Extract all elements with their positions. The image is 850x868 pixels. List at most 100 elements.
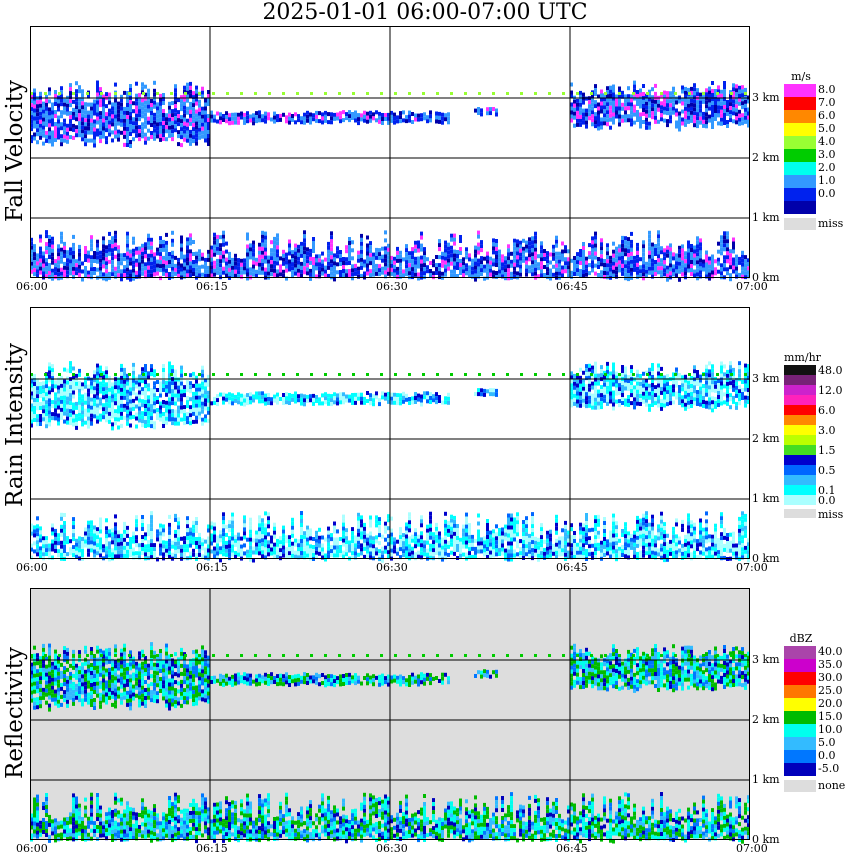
heatmap-cell — [507, 268, 510, 273]
heatmap-cell — [612, 84, 615, 89]
heatmap-cell — [183, 89, 186, 94]
heatmap-cell — [327, 397, 330, 402]
level-marker — [212, 92, 215, 95]
heatmap-cell — [693, 381, 696, 386]
heatmap-cell — [255, 391, 258, 396]
heatmap-cell — [216, 402, 219, 407]
heatmap-cell — [651, 399, 654, 403]
heatmap-cell — [693, 83, 696, 88]
heatmap-cell — [690, 244, 693, 248]
heatmap-cell — [234, 265, 237, 270]
heatmap-cell — [75, 89, 78, 94]
heatmap-cell — [42, 101, 45, 106]
heatmap-cell — [675, 269, 678, 274]
heatmap-cell — [192, 252, 195, 256]
heatmap-cell — [612, 261, 615, 266]
heatmap-cell — [57, 541, 60, 546]
heatmap-cell — [60, 142, 63, 147]
heatmap-cell — [33, 252, 36, 257]
heatmap-cell — [267, 397, 270, 401]
heatmap-cell — [723, 376, 726, 381]
heatmap-cell — [267, 271, 270, 276]
heatmap-cell — [591, 244, 594, 249]
heatmap-cell — [723, 97, 726, 101]
heatmap-cell — [144, 408, 147, 412]
heatmap-cell — [69, 251, 72, 256]
heatmap-cell — [663, 268, 666, 273]
heatmap-cell — [330, 251, 333, 256]
heatmap-cell — [561, 253, 564, 258]
heatmap-cell — [180, 235, 183, 240]
heatmap-cell — [525, 268, 528, 273]
heatmap-cell — [246, 272, 249, 277]
heatmap-cell — [372, 268, 375, 273]
heatmap-cell — [657, 270, 660, 275]
heatmap-cell — [699, 266, 702, 271]
heatmap-cell — [123, 537, 126, 542]
heatmap-cell — [612, 273, 615, 278]
heatmap-cell — [375, 391, 378, 396]
heatmap-cell — [195, 121, 198, 126]
heatmap-cell — [666, 398, 669, 403]
heatmap-cell — [117, 530, 120, 535]
x-tick-label: 07:00 — [736, 280, 768, 293]
heatmap-cell — [126, 107, 129, 111]
heatmap-cell — [177, 261, 180, 266]
heatmap-cell — [123, 126, 126, 131]
heatmap-cell — [585, 388, 588, 393]
heatmap-cell — [132, 366, 135, 371]
heatmap-cell — [588, 112, 591, 117]
heatmap-cell — [732, 261, 735, 266]
heatmap-cell — [330, 263, 333, 268]
heatmap-cell — [225, 115, 228, 120]
heatmap-cell — [126, 267, 129, 272]
heatmap-cell — [138, 398, 141, 403]
heatmap-cell — [645, 378, 648, 383]
heatmap-cell — [690, 400, 693, 404]
heatmap-cell — [618, 106, 621, 111]
heatmap-cell — [699, 258, 702, 263]
heatmap-svg — [30, 307, 750, 563]
heatmap-cell — [738, 260, 741, 265]
heatmap-cell — [63, 253, 66, 258]
heatmap-cell — [33, 541, 36, 546]
heatmap-cell — [669, 99, 672, 104]
heatmap-cell — [87, 412, 90, 417]
heatmap-cell — [405, 264, 408, 269]
heatmap-cell — [39, 406, 42, 410]
heatmap-cell — [111, 106, 114, 111]
heatmap-cell — [594, 393, 597, 398]
heatmap-cell — [60, 391, 63, 396]
heatmap-cell — [270, 264, 273, 269]
heatmap-cell — [219, 116, 222, 121]
heatmap-cell — [708, 401, 711, 406]
heatmap-cell — [549, 276, 552, 281]
heatmap-cell — [45, 376, 48, 381]
heatmap-cell — [153, 124, 156, 129]
heatmap-cell — [336, 401, 339, 406]
heatmap-cell — [576, 264, 579, 269]
heatmap-cell — [78, 540, 81, 545]
heatmap-cell — [579, 273, 582, 277]
heatmap-cell — [660, 101, 663, 106]
heatmap-cell — [60, 138, 63, 143]
heatmap-cell — [462, 269, 465, 274]
heatmap-cell — [657, 99, 660, 104]
heatmap-cell — [63, 407, 66, 412]
heatmap-cell — [189, 121, 192, 126]
heatmap-cell — [579, 387, 582, 392]
heatmap-cell — [162, 117, 165, 121]
heatmap-cell — [81, 89, 84, 94]
heatmap-cell — [588, 375, 591, 380]
heatmap-cell — [744, 267, 747, 272]
heatmap-cell — [99, 111, 102, 116]
heatmap-cell — [63, 541, 66, 545]
heatmap-cell — [411, 251, 414, 256]
heatmap-cell — [651, 379, 654, 383]
heatmap-cell — [351, 268, 354, 273]
heatmap-cell — [150, 261, 153, 266]
heatmap-cell — [186, 130, 189, 135]
heatmap-cell — [699, 262, 702, 267]
heatmap-cell — [294, 259, 297, 264]
plot-rain-intensity — [30, 307, 750, 563]
